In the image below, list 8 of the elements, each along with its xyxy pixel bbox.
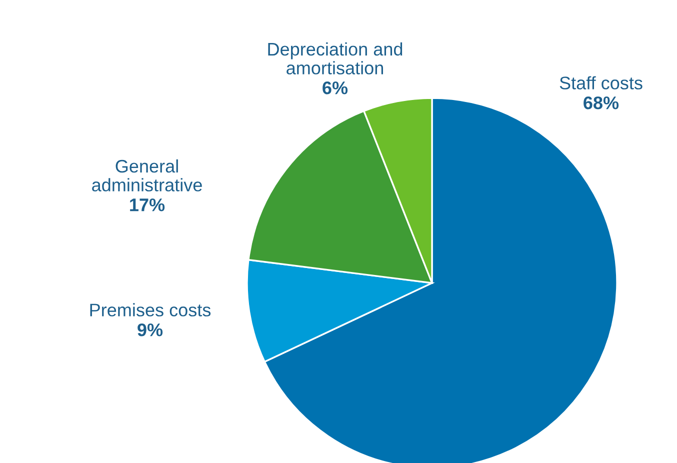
slice-label: Staff costs [560, 76, 642, 90]
data-label: 6% [322, 81, 348, 94]
data-label: 17% [130, 198, 165, 212]
slice-label: Premises costs [90, 303, 211, 316]
slice-label: General administrative [92, 159, 202, 192]
data-label: 68% [584, 96, 619, 110]
slice-label: Depreciation and amortisation [268, 42, 402, 74]
data-label: 9% [138, 323, 163, 336]
